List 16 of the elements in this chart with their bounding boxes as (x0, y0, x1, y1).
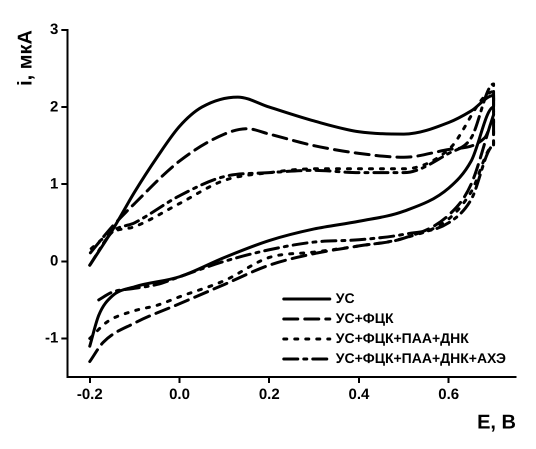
x-tick-label: 0.2 (258, 386, 280, 404)
x-tick-label: 0.6 (438, 386, 460, 404)
y-tick-label: -1 (44, 330, 58, 347)
x-tick-label: -0.2 (76, 386, 103, 404)
y-axis-title: i, мкА (14, 30, 37, 86)
x-tick-label: 0.4 (348, 386, 370, 404)
legend-label: УС+ФЦК+ПАА+ДНК (336, 330, 470, 346)
x-tick-label: 0.0 (169, 386, 190, 404)
legend-label: УС (336, 290, 355, 306)
y-tick-label: 1 (50, 175, 58, 192)
x-axis-title: E, В (477, 412, 516, 434)
legend-label: УС+ФЦК (336, 310, 394, 326)
y-tick-label: 0 (50, 252, 58, 270)
legend-label: УС+ФЦК+ПАА+ДНК+АХЭ (336, 350, 506, 366)
y-tick-label: 2 (50, 98, 58, 116)
y-tick-label: 3 (50, 21, 58, 38)
